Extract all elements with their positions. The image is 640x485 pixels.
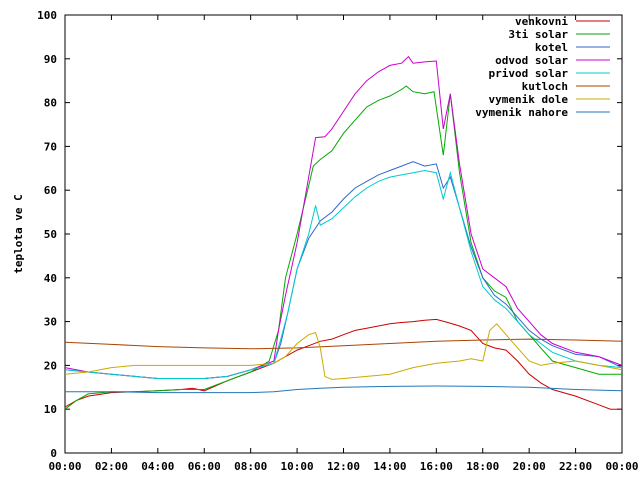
y-tick-label: 50 — [44, 228, 57, 241]
y-tick-label: 10 — [44, 403, 57, 416]
y-tick-label: 60 — [44, 184, 57, 197]
x-tick-label: 06:00 — [188, 460, 221, 473]
series-line-kutloch — [64, 338, 623, 350]
y-tick-label: 20 — [44, 359, 57, 372]
legend-label: kotel — [535, 41, 568, 54]
y-tick-label: 30 — [44, 316, 57, 329]
x-tick-label: 18:00 — [466, 460, 499, 473]
x-tick-label: 08:00 — [234, 460, 267, 473]
y-tick-label: 0 — [50, 447, 57, 460]
x-tick-label: 20:00 — [513, 460, 546, 473]
x-tick-label: 04:00 — [141, 460, 174, 473]
legend-label: kutloch — [522, 80, 568, 93]
legend-label: odvod solar — [495, 54, 568, 67]
x-tick-label: 00:00 — [605, 460, 638, 473]
series-line-venkovni — [64, 318, 622, 410]
legend-label: venkovni — [515, 15, 568, 28]
x-tick-label: 22:00 — [559, 460, 592, 473]
y-axis-label: teplota ve C — [12, 194, 25, 273]
legend-label: privod solar — [489, 67, 569, 80]
legend-label: vymenik dole — [489, 93, 569, 106]
x-tick-label: 14:00 — [373, 460, 406, 473]
y-tick-label: 80 — [44, 97, 57, 110]
x-tick-label: 00:00 — [48, 460, 81, 473]
series-line-privod-solar — [64, 169, 623, 379]
series-line-3ti-solar — [64, 85, 622, 410]
legend-label: vymenik nahore — [475, 106, 568, 119]
x-tick-label: 10:00 — [281, 460, 314, 473]
x-tick-label: 12:00 — [327, 460, 360, 473]
x-tick-label: 02:00 — [95, 460, 128, 473]
y-tick-label: 100 — [37, 9, 57, 22]
y-tick-label: 40 — [44, 272, 57, 285]
y-tick-label: 70 — [44, 140, 57, 153]
series-line-vymenik-nahore — [65, 385, 623, 394]
legend-label: 3ti solar — [508, 28, 568, 41]
series-line-vymenik-dole — [64, 323, 623, 380]
y-tick-label: 90 — [44, 53, 57, 66]
x-tick-label: 16:00 — [420, 460, 453, 473]
